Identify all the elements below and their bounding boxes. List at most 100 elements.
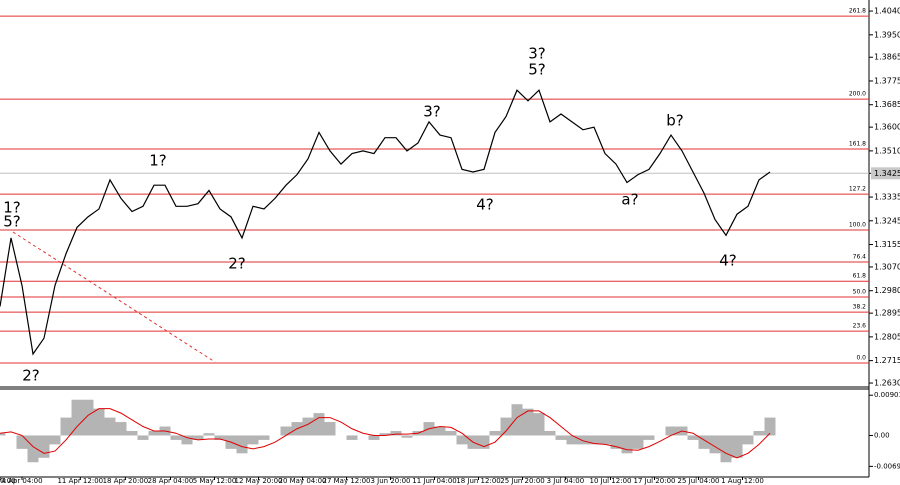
- x-tick-label: 18 Jun 12:00: [456, 477, 500, 485]
- y-tick-label: 1.2805: [874, 332, 900, 341]
- wave-label: 3?: [528, 45, 546, 63]
- histogram-bar: [258, 435, 270, 440]
- histogram-bar: [665, 426, 677, 436]
- y-tick-label: 0.00: [874, 431, 890, 439]
- histogram-bar: [610, 435, 622, 449]
- histogram-bar: [401, 435, 413, 438]
- x-tick-label: 1 Aug 12:00: [721, 477, 764, 485]
- x-tick-label: 0:00: [0, 477, 16, 485]
- y-tick-label: 1.3245: [874, 216, 900, 225]
- histogram-bar: [687, 435, 699, 440]
- histogram-bar: [522, 408, 534, 436]
- histogram-bar: [324, 422, 336, 436]
- wave-label: 5?: [528, 61, 546, 79]
- fib-label: 100.0: [849, 222, 866, 229]
- x-tick-label: 3 Jun 20:00: [370, 477, 410, 485]
- x-tick-label: 11 Apr 12:00: [57, 477, 103, 485]
- y-tick-label: 1.2895: [874, 309, 900, 318]
- fib-label: 76.4: [853, 253, 867, 260]
- fib-label: 0.0: [856, 354, 866, 361]
- y-tick-label: 1.2715: [874, 356, 900, 365]
- histogram-bar: [390, 430, 402, 436]
- y-tick-label: 1.3070: [874, 262, 900, 271]
- histogram-bar: [731, 435, 743, 458]
- y-tick-label: 0.00901: [874, 391, 900, 399]
- histogram-bar: [247, 435, 259, 445]
- histogram-bar: [71, 399, 83, 436]
- y-tick-label: -0.00692: [874, 462, 900, 470]
- y-tick-label: 1.2980: [874, 286, 900, 295]
- wave-label: 1?: [149, 152, 167, 170]
- histogram-bar: [137, 435, 149, 440]
- histogram-bar: [764, 417, 776, 436]
- x-tick-label: 25 Jul 04:00: [678, 477, 720, 485]
- fib-label: 61.8: [853, 273, 867, 280]
- wave-label: 5?: [3, 213, 21, 231]
- wave-label: 2?: [228, 255, 246, 273]
- y-tick-label: 1.3425: [874, 169, 900, 178]
- histogram-bar: [313, 413, 325, 436]
- histogram-bar: [566, 435, 578, 445]
- histogram-bar: [280, 426, 292, 436]
- histogram-bar: [533, 413, 545, 436]
- x-tick-label: 25 Jun 20:00: [500, 477, 544, 485]
- wave-label: 3?: [423, 103, 441, 121]
- fib-label: 127.2: [849, 186, 866, 193]
- histogram-bar: [214, 435, 226, 440]
- histogram-bar: [170, 435, 182, 440]
- histogram-bar: [544, 430, 556, 436]
- histogram-bar: [236, 435, 248, 454]
- histogram-bar: [126, 430, 138, 436]
- histogram-bar: [434, 426, 446, 436]
- wave-label: b?: [666, 112, 683, 130]
- histogram-bar: [753, 430, 765, 436]
- histogram-bar: [302, 417, 314, 436]
- histogram-bar: [643, 435, 655, 440]
- x-tick-label: 12 May 20:00: [234, 477, 282, 485]
- wave-label: 1?: [3, 199, 21, 217]
- fib-label: 38.2: [853, 304, 867, 311]
- histogram-bar: [49, 435, 61, 445]
- histogram-bar: [203, 433, 215, 436]
- histogram-bar: [93, 408, 105, 436]
- fib-label: 200.0: [849, 91, 866, 98]
- histogram-bar: [555, 435, 567, 440]
- histogram-bar: [82, 399, 94, 436]
- wave-label: a?: [621, 191, 638, 209]
- price-box: [871, 167, 900, 180]
- y-tick-label: 1.3155: [874, 240, 900, 249]
- x-tick-label: 17 Jul 20:00: [634, 477, 676, 485]
- x-tick-label: 5 May 12:00: [193, 477, 237, 485]
- histogram-bar: [445, 430, 457, 436]
- histogram-bar: [456, 435, 468, 445]
- price-line: [0, 89, 771, 356]
- histogram-bar: [192, 435, 204, 440]
- wave-label: 4?: [719, 252, 737, 270]
- x-tick-label: 11 Jun 04:00: [412, 477, 456, 485]
- histogram-bar: [0, 433, 6, 436]
- histogram-bar: [588, 435, 600, 445]
- histogram-bar: [60, 417, 72, 436]
- histogram-bar: [181, 435, 193, 445]
- histogram-bar: [632, 435, 644, 449]
- histogram-bar: [511, 404, 523, 436]
- signal-line: [0, 408, 771, 459]
- histogram-bar: [720, 435, 732, 463]
- histogram-bar: [742, 435, 754, 445]
- histogram-bar: [599, 435, 611, 445]
- histogram-bar: [709, 435, 721, 454]
- histogram-bar: [478, 435, 490, 449]
- y-tick-label: 1.3335: [874, 193, 900, 202]
- x-tick-label: 18 Apr 20:00: [103, 477, 149, 485]
- y-tick-label: 1.3685: [874, 100, 900, 109]
- y-tick-label: 1.3865: [874, 53, 900, 62]
- x-tick-label: 4 Apr 04:00: [1, 477, 42, 485]
- x-tick-label: 27 May 12:00: [322, 477, 370, 485]
- y-tick-label: 1.3510: [874, 146, 900, 155]
- x-tick-label: 28 Apr 04:00: [148, 477, 194, 485]
- x-tick-label: 20 May 04:00: [278, 477, 326, 485]
- histogram-bar: [115, 422, 127, 436]
- histogram-bar: [104, 417, 116, 436]
- x-tick-label: 10 Jul 12:00: [590, 477, 632, 485]
